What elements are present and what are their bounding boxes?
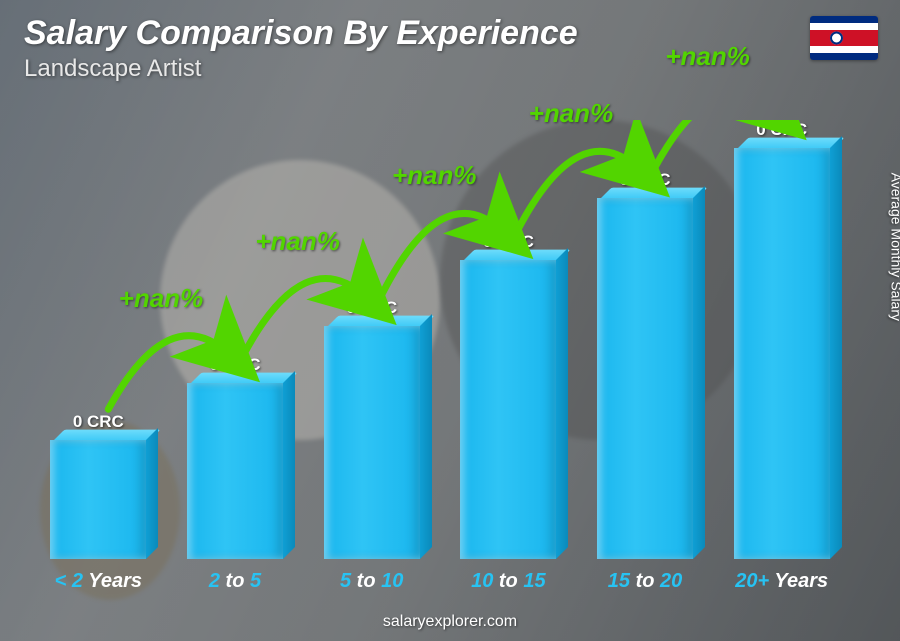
x-label: 15 to 20 xyxy=(577,570,714,593)
y-axis-label: Average Monthly Salary xyxy=(888,172,900,320)
bar-slot: 0 CRC xyxy=(713,120,850,559)
x-label: < 2 Years xyxy=(30,570,167,593)
bar-chart: 0 CRC 0 CRC 0 CRC 0 CRC xyxy=(30,120,850,593)
x-label: 20+ Years xyxy=(713,570,850,593)
bar xyxy=(597,198,693,559)
country-flag-costa-rica xyxy=(810,16,878,60)
bar xyxy=(460,260,556,559)
bar-slot: 0 CRC xyxy=(30,120,167,559)
footer-attribution: salaryexplorer.com xyxy=(0,613,900,631)
bar xyxy=(187,383,283,559)
increase-label: +nan% xyxy=(665,41,750,72)
x-label: 2 to 5 xyxy=(167,570,304,593)
bar xyxy=(734,148,830,559)
increase-label: +nan% xyxy=(119,283,204,314)
bar xyxy=(324,326,420,559)
chart-canvas: Salary Comparison By Experience Landscap… xyxy=(0,0,900,641)
bar-slot: 0 CRC xyxy=(577,120,714,559)
x-label: 5 to 10 xyxy=(303,570,440,593)
increase-label: +nan% xyxy=(392,160,477,191)
bar xyxy=(50,440,146,559)
increase-label: +nan% xyxy=(255,226,340,257)
x-label: 10 to 15 xyxy=(440,570,577,593)
bar-slot: 0 CRC xyxy=(167,120,304,559)
increase-label: +nan% xyxy=(529,98,614,129)
x-axis-labels: < 2 Years 2 to 5 5 to 10 10 to 15 15 to … xyxy=(30,570,850,593)
